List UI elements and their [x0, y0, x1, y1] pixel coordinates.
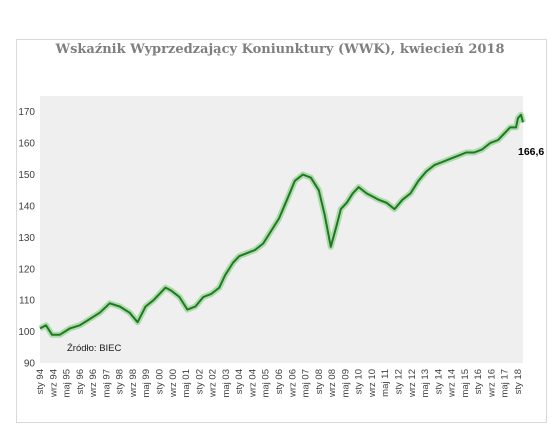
x-tick-label: maj 17	[500, 369, 511, 398]
x-tick-label: wrz 00	[168, 369, 179, 398]
x-tick-label: maj 99	[141, 369, 152, 398]
x-tick-label: wrz 12	[407, 369, 418, 398]
y-tick-label: 140	[18, 201, 35, 212]
x-tick-label: sty 08	[314, 369, 325, 394]
x-tick-label: sty 96	[75, 369, 86, 394]
x-tick-label: sty 94	[35, 369, 46, 394]
chart-title: Wskaźnik Wyprzedzający Koniunktury (WWK)…	[55, 42, 505, 57]
series-line	[39, 113, 524, 336]
x-tick-label: sty 04	[234, 369, 245, 394]
x-tick-label: wrz 16	[486, 369, 497, 398]
y-tick-label: 90	[24, 359, 36, 370]
x-tick-label: maj 15	[460, 369, 471, 398]
x-tick-label: wrz 06	[287, 369, 298, 398]
x-tick-label: sty 10	[354, 369, 365, 394]
x-tick-label: sty 12	[394, 369, 405, 394]
x-tick-label: sty 06	[274, 369, 285, 394]
x-tick-label: sty 98	[115, 369, 126, 394]
x-tick-label: maj 95	[62, 369, 73, 398]
y-tick-label: 130	[18, 233, 35, 244]
y-tick-label: 100	[18, 327, 35, 338]
plot-area	[40, 96, 523, 363]
y-tick-label: 110	[19, 296, 35, 307]
x-tick-label: sty 02	[194, 369, 205, 394]
x-tick-label: maj 13	[420, 369, 431, 398]
x-tick-label: maj 07	[301, 369, 312, 398]
x-tick-label: maj 05	[261, 369, 272, 398]
x-tick-label: sty 14	[433, 369, 444, 394]
x-tick-label: maj 09	[340, 369, 351, 398]
x-tick-label: wrz 94	[48, 369, 59, 398]
x-tick-label: maj 03	[221, 369, 232, 398]
x-tick-label: wrz 04	[247, 369, 258, 398]
x-tick-label: sty 00	[155, 369, 166, 394]
y-tick-label: 150	[18, 170, 35, 181]
x-tick-label: wrz 10	[367, 369, 378, 398]
y-tick-label: 160	[18, 139, 35, 150]
x-tick-label: sty 16	[473, 369, 484, 394]
last-value-label: 166,6	[518, 146, 544, 158]
x-tick-label: maj 01	[181, 369, 192, 398]
x-tick-label: wrz 02	[208, 369, 219, 398]
y-tick-label: 120	[18, 264, 35, 275]
x-tick-label: maj 11	[380, 369, 391, 397]
x-tick-label: wrz 14	[447, 369, 458, 398]
x-tick-label: sty 18	[513, 369, 524, 394]
x-tick-label: wrz 08	[327, 369, 338, 398]
y-tick-label: 170	[18, 107, 35, 118]
source-annotation: Źródło: BIEC	[67, 343, 122, 354]
x-tick-label: wrz 98	[128, 369, 139, 398]
x-tick-label: maj 97	[101, 369, 112, 398]
x-tick-label: wrz 96	[88, 369, 99, 398]
